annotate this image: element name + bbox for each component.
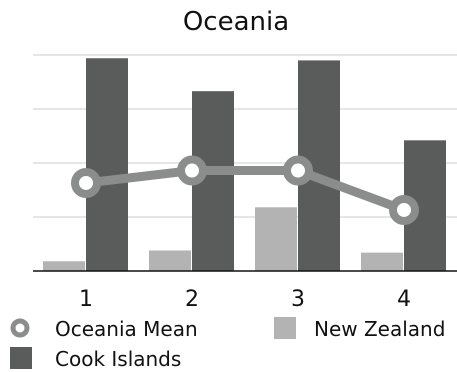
bar-new-zealand-4 — [361, 252, 403, 271]
bar-new-zealand-1 — [43, 261, 85, 271]
legend-marker-oceania-mean — [10, 318, 30, 338]
point-oceania-mean-4 — [389, 194, 419, 225]
bar-new-zealand-3 — [255, 207, 297, 271]
bar-new-zealand-2 — [149, 250, 191, 271]
legend-label-cook-islands: Cook Islands — [55, 347, 181, 371]
legend: Oceania Mean New Zealand Cook Islands — [10, 317, 445, 371]
legend-item-new-zealand: New Zealand — [274, 317, 445, 341]
point-oceania-mean-3 — [283, 155, 313, 186]
legend-item-oceania-mean: Oceania Mean — [10, 317, 198, 341]
legend-swatch-cook-islands — [10, 347, 32, 369]
chart-title: Oceania — [183, 7, 289, 37]
x-tick-labels: 1 2 3 4 — [79, 287, 411, 312]
x-tick-label: 3 — [291, 287, 305, 312]
point-oceania-mean-2 — [177, 155, 207, 186]
line-oceania-mean — [85, 166, 406, 215]
x-tick-label: 4 — [397, 287, 411, 312]
legend-label-oceania-mean: Oceania Mean — [55, 317, 198, 341]
x-tick-label: 2 — [185, 287, 199, 312]
legend-label-new-zealand: New Zealand — [314, 317, 445, 341]
legend-swatch-new-zealand — [274, 317, 296, 339]
legend-item-cook-islands: Cook Islands — [10, 347, 181, 371]
oceania-mean-line — [71, 155, 419, 225]
bar-cook-islands-1 — [86, 58, 128, 271]
point-oceania-mean-1 — [71, 167, 101, 198]
x-tick-label: 1 — [79, 287, 93, 312]
bars — [43, 58, 446, 272]
